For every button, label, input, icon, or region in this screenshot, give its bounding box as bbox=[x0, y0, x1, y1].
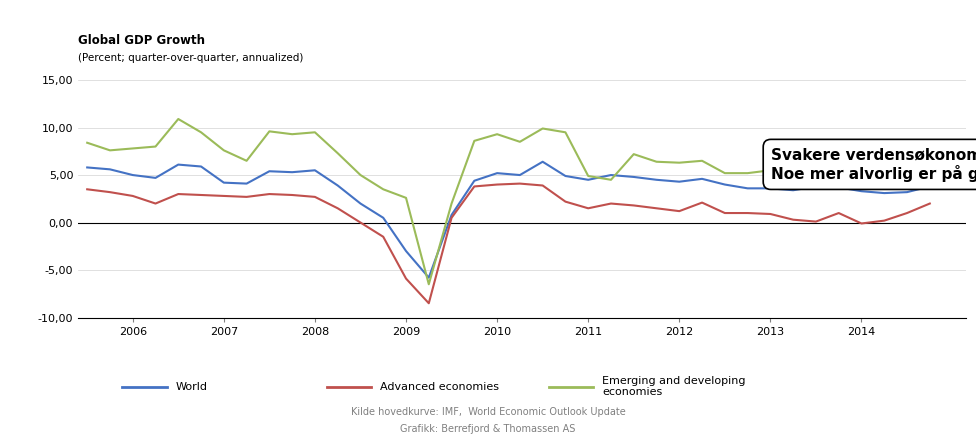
Text: World: World bbox=[176, 381, 208, 392]
Text: Grafikk: Berrefjord & Thomassen AS: Grafikk: Berrefjord & Thomassen AS bbox=[400, 424, 576, 434]
Text: Advanced economies: Advanced economies bbox=[380, 381, 499, 392]
Text: Global GDP Growth: Global GDP Growth bbox=[78, 34, 205, 46]
Text: (Percent; quarter-over-quarter, annualized): (Percent; quarter-over-quarter, annualiz… bbox=[78, 53, 304, 63]
Text: Svakere verdensøkonomi
Noe mer alvorlig er på gang: Svakere verdensøkonomi Noe mer alvorlig … bbox=[771, 147, 976, 182]
Text: Emerging and developing
economies: Emerging and developing economies bbox=[602, 376, 746, 397]
Text: Kilde hovedkurve: IMF,  World Economic Outlook Update: Kilde hovedkurve: IMF, World Economic Ou… bbox=[350, 407, 626, 417]
